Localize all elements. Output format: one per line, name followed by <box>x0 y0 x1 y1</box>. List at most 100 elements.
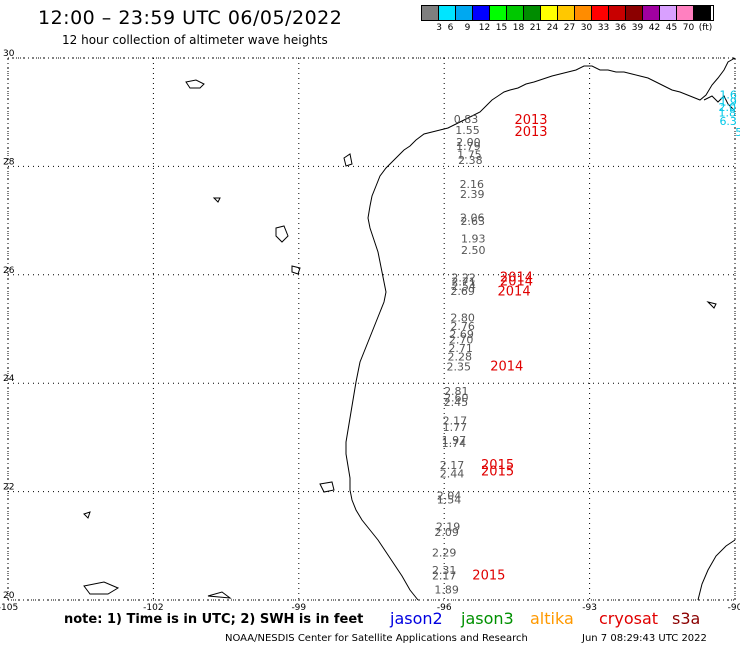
gulf-coastline <box>345 57 736 601</box>
wave-height-value: 0.83 <box>454 113 479 126</box>
wave-height-value: 2.29 <box>432 547 457 560</box>
legend-label: 36 <box>614 23 627 33</box>
coastline <box>83 57 736 601</box>
satellite-jason2: jason2 <box>390 609 443 628</box>
pass-time-label: 2014 <box>498 284 531 299</box>
legend-label: 42 <box>648 23 661 33</box>
wave-height-value: 2.22 <box>451 271 476 284</box>
pass-time-label: 2014 <box>490 360 523 375</box>
latitude-label: 22 <box>3 483 14 493</box>
legend-label: 21 <box>529 23 542 33</box>
latitude-label: 24 <box>3 374 15 384</box>
wave-height-value: 2.28 <box>447 350 472 363</box>
legend-label: 6 <box>447 23 454 33</box>
wave-height-value: 2.39 <box>460 188 485 201</box>
wave-height-value: 2.69 <box>450 285 475 298</box>
legend-swatch <box>677 6 694 20</box>
edge-wave-value: 2.0 <box>718 101 736 114</box>
wave-height-value: 1.55 <box>455 124 480 137</box>
wave-height-value: 2.71 <box>451 276 476 289</box>
wave-height-value: 2.00 <box>456 136 481 149</box>
island-6 <box>706 301 717 309</box>
satellite-jason3: jason3 <box>461 609 514 628</box>
latitude-label: 26 <box>3 266 15 276</box>
wave-height-value: 2.17 <box>443 414 468 427</box>
legend-swatch <box>626 6 643 20</box>
wave-height-value: 1.89 <box>434 583 459 596</box>
satellite-altika: altika <box>530 609 574 628</box>
legend-label: (ft) <box>698 23 713 33</box>
legend-label: 30 <box>580 23 593 33</box>
legend-swatch <box>609 6 626 20</box>
legend-swatch <box>456 6 473 20</box>
wave-height-value: 2.81 <box>444 385 469 398</box>
pass-time-label: 2013 <box>514 125 547 140</box>
legend-swatch <box>490 6 507 20</box>
island-8 <box>207 591 232 599</box>
credit-timestamp: Jun 7 08:29:43 UTC 2022 <box>582 633 707 644</box>
legend-swatch <box>643 6 660 20</box>
legend-swatch <box>660 6 677 20</box>
latitude-label: 30 <box>3 49 15 59</box>
legend-swatch <box>422 6 439 20</box>
legend-swatch <box>575 6 592 20</box>
wave-height-value: 2.54 <box>451 280 476 293</box>
wave-height-value: 2.76 <box>450 320 475 333</box>
wave-height-value: 2.45 <box>444 396 469 409</box>
legend-swatch <box>524 6 541 20</box>
mississippi-delta-coastline <box>703 95 735 111</box>
legend-label: 33 <box>597 23 610 33</box>
measurement-labels: 0.831.552.001.791.752.38 2.162.39 2.062.63… <box>432 89 740 597</box>
wave-height-value: 2.35 <box>446 361 471 374</box>
legend-swatches <box>421 5 714 21</box>
map-title: 12:00 – 23:59 UTC 06/05/2022 <box>38 7 343 29</box>
wave-height-value: 1.77 <box>443 421 468 434</box>
legend-label: 15 <box>495 23 508 33</box>
pass-time-label: 2014 <box>500 275 533 290</box>
wave-height-value: 2.31 <box>432 564 457 577</box>
satellite-cryosat: cryosat <box>599 609 659 628</box>
wave-height-value: 2.17 <box>432 569 457 582</box>
pass-time-label: 2014 <box>500 270 533 285</box>
wave-height-value: 1.93 <box>461 232 486 245</box>
wave-height-value: 1.97 <box>442 434 467 447</box>
legend-swatch <box>473 6 490 20</box>
satellite-s3a: s3a <box>672 609 701 628</box>
footer-note: note: 1) Time is in UTC; 2) SWH is in fe… <box>64 612 364 627</box>
legend-swatch <box>541 6 558 20</box>
pass-time-label: 2015 <box>481 458 514 473</box>
wave-height-value: 2.17 <box>440 459 465 472</box>
legend-label: 70 <box>682 23 695 33</box>
island-3 <box>291 265 301 275</box>
legend-label: 9 <box>464 23 471 33</box>
wave-height-value: 2.19 <box>436 521 461 534</box>
edge-wave-value: 6.3 <box>719 115 737 128</box>
wave-height-value: 2.70 <box>449 334 474 347</box>
map-frame <box>7 57 736 601</box>
legend-swatch <box>507 6 524 20</box>
legend-label: 27 <box>563 23 576 33</box>
map-subtitle: 12 hour collection of altimeter wave hei… <box>62 33 328 47</box>
wave-height-value: 2.16 <box>460 178 485 191</box>
wave-height-value: 2.50 <box>461 244 486 257</box>
island-9 <box>343 153 353 167</box>
legend-label: 3 <box>436 23 442 33</box>
wave-height-value: 2.69 <box>449 328 474 341</box>
wave-height-value: 2.38 <box>458 154 483 167</box>
longitude-label: -93 <box>582 603 597 613</box>
wave-height-value: 1.79 <box>456 140 481 153</box>
legend-swatch <box>694 6 711 20</box>
latitude-label: 28 <box>3 157 15 167</box>
longitude-label: -102 <box>143 603 163 613</box>
wave-height-value: 2.63 <box>461 215 486 228</box>
pass-time-label: 2015 <box>472 568 505 583</box>
wave-height-value: 2.80 <box>450 311 475 324</box>
island-4 <box>83 581 120 595</box>
pass-time-label: 2013 <box>514 113 547 128</box>
island-1 <box>185 79 205 89</box>
latitude-label: 20 <box>3 591 15 601</box>
legend-label: 39 <box>631 23 644 33</box>
pass-time-label: 2015 <box>481 464 514 479</box>
wave-height-value: 2.09 <box>434 526 459 539</box>
